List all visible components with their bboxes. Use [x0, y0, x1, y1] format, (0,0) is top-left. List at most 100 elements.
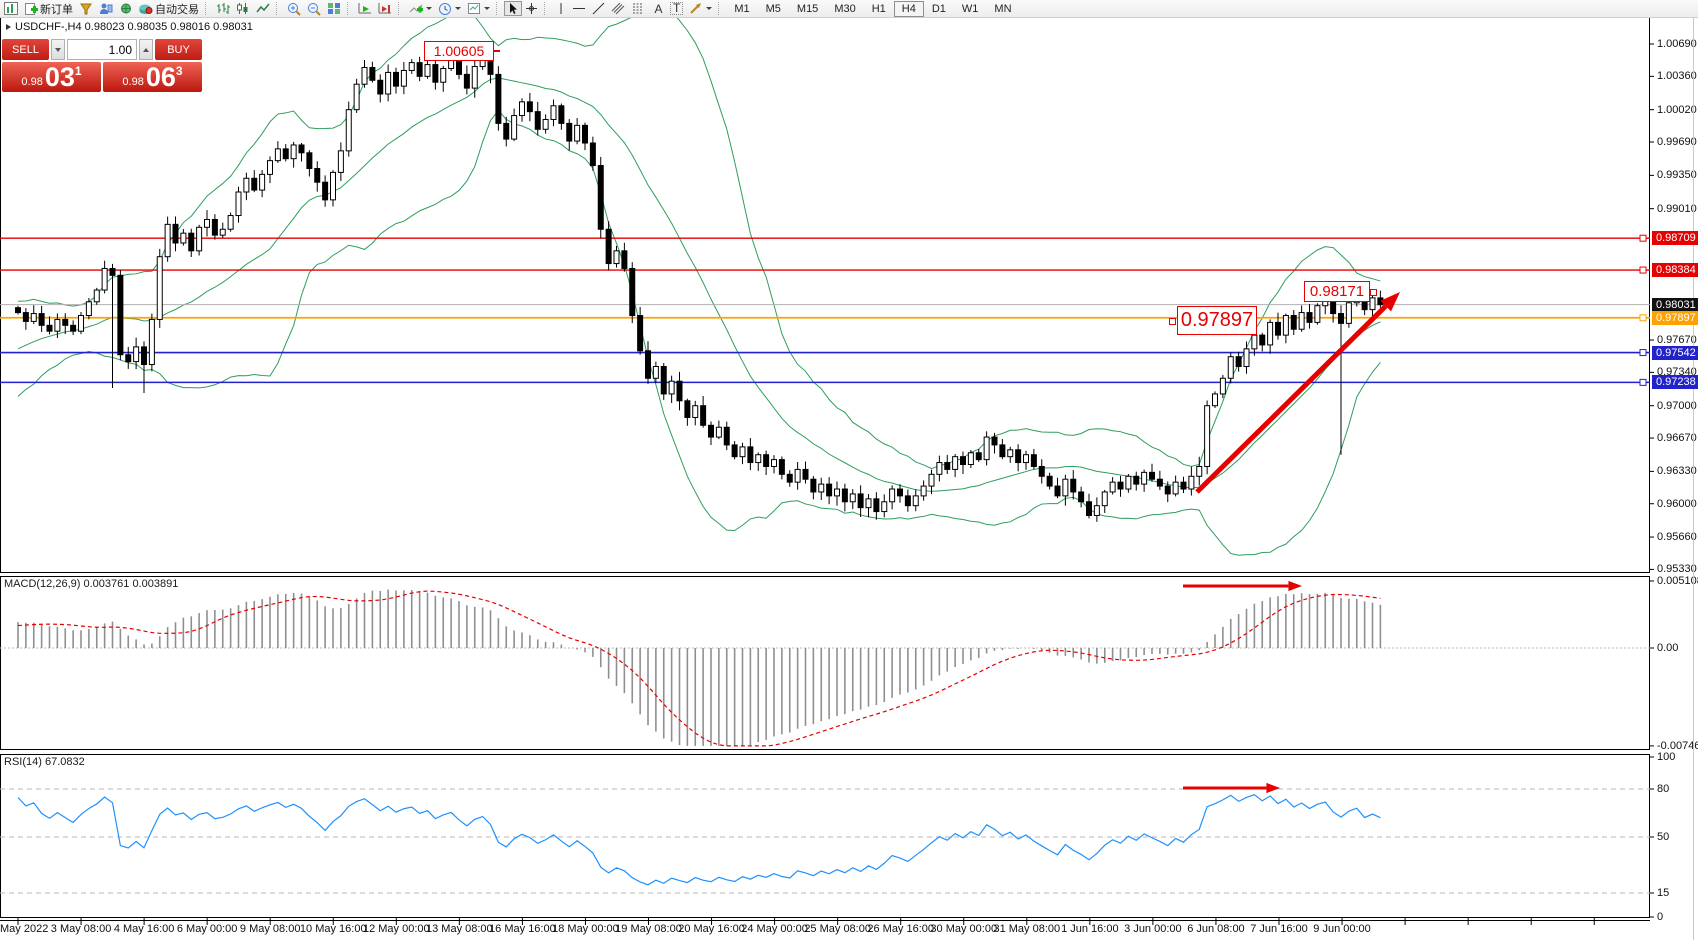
auto-scroll-button[interactable] — [355, 1, 375, 16]
sell-price-prefix: 0.98 — [21, 76, 43, 88]
timeframe-toolbar: M1 M5 M15 M30 H1 H4 D1 W1 MN — [726, 0, 1019, 17]
chart-window-button[interactable] — [1, 1, 21, 16]
date-axis-label: 3 May 08:00 — [50, 923, 112, 935]
candlesticks[interactable] — [15, 48, 1384, 522]
horizontal-line-tool-button[interactable] — [569, 1, 589, 16]
hline-handle[interactable] — [1639, 266, 1647, 274]
rsi-label: RSI(14) 67.0832 — [4, 756, 85, 768]
hline-handle[interactable] — [1639, 234, 1647, 242]
toolbar-separator — [718, 2, 722, 15]
timeframe-button-h1[interactable]: H1 — [871, 2, 886, 15]
line-chart-icon — [256, 3, 270, 13]
macd-axis-tick: 0.00 — [1657, 641, 1679, 654]
annotation-handle[interactable] — [1370, 288, 1377, 296]
timeframe-button-mn[interactable]: MN — [994, 2, 1012, 15]
toolbar-separator — [276, 2, 280, 15]
chart-shift-button[interactable] — [375, 1, 395, 16]
bar-chart-button[interactable] — [213, 1, 233, 16]
market-watch-button[interactable] — [96, 1, 116, 16]
horizontal-line-objects[interactable] — [0, 234, 1650, 386]
volume-increase-button[interactable] — [139, 39, 153, 60]
equidistant-channel-icon — [611, 2, 625, 15]
styles-button[interactable] — [76, 1, 96, 16]
date-axis-label: 26 May 16:00 — [867, 923, 935, 935]
clock-icon — [439, 2, 451, 15]
timeframe-button-m5[interactable]: M5 — [765, 2, 781, 15]
spinner-down-icon — [55, 47, 61, 52]
timeframe-button-h4[interactable]: H4 — [893, 0, 924, 17]
text-tool-button[interactable]: A — [650, 1, 667, 16]
timeframe-button-w1[interactable]: W1 — [961, 2, 979, 15]
zoom-in-icon — [288, 2, 301, 16]
cursor-tool-button[interactable] — [504, 1, 522, 16]
templates-button[interactable] — [464, 1, 493, 16]
rsi-axis-tick: 0 — [1657, 911, 1664, 923]
drawn-arrow[interactable] — [1183, 782, 1280, 794]
candlestick-chart-button[interactable] — [233, 1, 253, 16]
drawn-arrow[interactable] — [1195, 292, 1400, 494]
breakout-price-label[interactable]: 0.98171 — [1304, 281, 1377, 302]
sell-button[interactable]: SELL — [2, 39, 49, 60]
templates-icon — [468, 3, 480, 14]
hline-handle[interactable] — [1639, 349, 1647, 357]
buy-price-big: 06 — [145, 62, 176, 92]
crosshair-tool-button[interactable] — [522, 1, 541, 16]
fibonacci-tool-button[interactable] — [629, 1, 650, 16]
navigator-button[interactable] — [116, 1, 136, 16]
zoom-out-button[interactable] — [304, 1, 324, 16]
macd-main-value: 0.003761 — [83, 578, 130, 590]
timeframe-button-d1[interactable]: D1 — [931, 2, 946, 15]
text-label-tool-button[interactable]: T — [667, 1, 686, 16]
indicators-button[interactable] — [406, 1, 435, 16]
date-axis-label: 9 May 08:00 — [239, 923, 301, 935]
label-tool-label: T — [670, 2, 684, 15]
support-price-label[interactable]: 0.97897 — [1169, 306, 1257, 335]
periods-button[interactable] — [435, 1, 464, 16]
new-order-button[interactable]: 新订单 — [21, 1, 76, 16]
buy-button[interactable]: BUY — [155, 39, 202, 60]
zoom-out-icon — [308, 2, 321, 16]
date-axis-label: 16 May 16:00 — [489, 923, 556, 935]
date-axis-label: 13 May 08:00 — [426, 923, 493, 935]
dropdown-caret-icon — [426, 7, 432, 10]
date-axis-label: 24 May 00:00 — [741, 923, 808, 935]
hline-handle[interactable] — [1639, 314, 1647, 322]
sell-price-tile[interactable]: 0.98 03 1 — [2, 62, 101, 92]
channel-tool-button[interactable] — [608, 1, 629, 16]
timeframe-button-m30[interactable]: M30 — [834, 2, 856, 15]
rsi-axis-tick: 50 — [1657, 831, 1670, 843]
arrows-tool-button[interactable] — [686, 1, 715, 16]
buy-price-tile[interactable]: 0.98 06 3 — [103, 62, 202, 92]
bar-chart-icon — [217, 3, 230, 14]
spinner-up-icon — [143, 47, 149, 52]
market-watch-icon — [100, 3, 113, 14]
new-order-label: 新订单 — [40, 3, 73, 16]
peak-price-label[interactable]: 1.00605 — [424, 41, 500, 61]
volume-decrease-button[interactable] — [51, 39, 65, 60]
indicators-icon — [409, 4, 423, 13]
annotation-handle[interactable] — [1169, 317, 1176, 325]
timeframe-button-m15[interactable]: M15 — [796, 2, 819, 15]
line-chart-button[interactable] — [253, 1, 273, 16]
price-axis-tick: 0.96000 — [1657, 497, 1697, 510]
main-toolbar: 新订单 自动交易 A T M1 — [0, 0, 1698, 18]
chart-window-icon — [4, 2, 18, 15]
dropdown-caret-icon — [484, 7, 490, 10]
trendline-tool-button[interactable] — [589, 1, 608, 16]
fibonacci-icon — [633, 3, 643, 14]
annotation-tick — [493, 50, 500, 52]
zoom-in-button[interactable] — [284, 1, 304, 16]
vertical-line-tool-button[interactable] — [552, 1, 569, 16]
date-axis-label: 25 May 08:00 — [804, 923, 871, 935]
drawn-arrow[interactable] — [1183, 580, 1302, 592]
volume-input[interactable] — [67, 39, 137, 60]
price-axis-tick: 0.97670 — [1657, 334, 1697, 347]
macd-axis-tick: 0.005108 — [1657, 575, 1698, 587]
timeframe-button-m1[interactable]: M1 — [734, 2, 750, 15]
autotrading-button[interactable]: 自动交易 — [136, 1, 202, 16]
hline-handle[interactable] — [1639, 378, 1647, 386]
dropdown-caret-icon — [706, 7, 713, 10]
tile-windows-button[interactable] — [324, 1, 344, 16]
toolbar-separator — [347, 2, 351, 15]
